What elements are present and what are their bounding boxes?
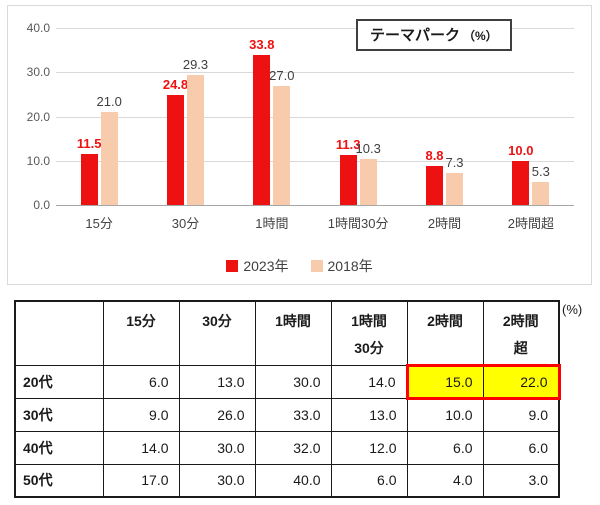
bar-2023年-15分 [80,154,98,205]
bar-2018年-30分 [187,75,204,205]
table-cell: 30.0 [178,463,256,498]
table-cell: 32.0 [254,430,332,465]
bar-2018年-2時間 [446,172,463,205]
col-header-2時間: 2時間 [406,300,484,366]
table-cell: 12.0 [330,430,408,465]
y-axis-tick-label: 40.0 [26,21,50,35]
bar-2023年-1時間30分 [339,154,357,205]
bar-value-label: 7.3 [445,154,464,170]
table-unit-label: (%) [562,302,583,317]
row-header-20代: 20代 [14,364,104,399]
table-cell: 6.0 [482,430,560,465]
bar-2018年-1時間30分 [359,159,377,205]
bar-2023年-2時間 [426,166,443,205]
legend-swatch-icon [310,260,323,272]
table-cell: 30.0 [178,430,256,465]
x-axis-category-label: 1時間30分 [327,216,389,231]
legend-label: 2023年 [243,258,289,274]
table-row-40代: 40代 14.0 30.0 32.0 12.0 6.0 6.0 [14,430,560,465]
bar-value-label: 21.0 [96,94,122,110]
table-cell: 17.0 [102,463,180,498]
table-cell: 40.0 [254,463,332,498]
bar-value-label: 11.5 [76,136,102,152]
table-cell-highlighted: 22.0 [482,363,561,400]
table-cell: 6.0 [330,463,408,498]
chart-legend: 2023年 2018年 [8,256,591,276]
row-header-30代: 30代 [14,397,104,432]
col-header-1時間30分: 1時間 30分 [330,300,408,366]
table-row-30代: 30代 9.0 26.0 33.0 13.0 10.0 9.0 [14,397,560,432]
legend-swatch-icon [226,260,239,272]
table-cell: 6.0 [406,430,484,465]
col-header-2時間超: 2時間超 [482,300,560,366]
y-axis-tick-label: 10.0 [26,153,50,168]
table-row-20代: 20代 6.0 13.0 30.0 14.0 15.0 22.0 [14,363,561,400]
row-header-50代: 50代 [14,463,104,498]
col-header-1時間: 1時間 [254,300,332,366]
bar-value-label: 10.0 [508,142,534,158]
bar-value-label: 27.0 [269,67,295,83]
legend-item-2018年: 2018年 [310,256,373,276]
table-cell: 13.0 [178,364,256,399]
bar-value-label: 5.3 [531,163,550,179]
legend-label: 2018年 [327,258,373,274]
y-axis-tick-label: 0.0 [33,198,50,212]
x-axis-category-label: 30分 [171,216,200,231]
bar-2023年-2時間超 [512,160,530,205]
table-cell: 14.0 [330,364,408,399]
age-breakdown-table: 15分 30分 1時間 1時間 30分 2時間 2時間超 20代 6.0 13.0 30.0 14.0… [14,300,561,498]
bar-value-label: 10.3 [355,141,381,157]
gridline [56,72,574,74]
table-cell: 14.0 [102,430,180,465]
table-cell: 26.0 [178,397,256,432]
bar-2018年-1時間 [273,85,291,205]
table-cell: 9.0 [102,397,180,432]
bar-chart-panel: 40.0 30.0 20.0 10.0 0.0 11.5 21.0 15分 24.8 29.3 30… [7,5,592,285]
table-cell: 9.0 [482,397,560,432]
table-cell: 6.0 [102,364,180,399]
table-cell-highlighted: 15.0 [405,363,484,400]
legend-item-2023年: 2023年 [226,256,289,276]
col-header-30分: 30分 [178,300,256,366]
bar-2018年-15分 [100,112,118,205]
x-axis-line [56,205,574,206]
bar-value-label: 29.3 [182,57,209,73]
bar-2023年-1時間 [253,55,271,205]
table-cell: 30.0 [254,364,332,399]
bar-value-label: 11.3 [335,136,361,152]
table-row-50代: 50代 17.0 30.0 40.0 6.0 4.0 3.0 [14,463,560,498]
gridline [56,160,574,162]
bar-value-label: 24.8 [162,77,189,93]
age-breakdown-table-area: 15分 30分 1時間 1時間 30分 2時間 2時間超 20代 6.0 13.0 30.0 14.0… [14,300,561,498]
table-corner-cell [14,300,104,366]
chart-title-unit: （%） [463,29,498,43]
y-axis-tick-label: 30.0 [26,65,50,80]
y-axis-tick-label: 20.0 [26,109,50,124]
x-axis-category-label: 15分 [85,216,113,231]
chart-title-text: テーマパーク [370,27,461,44]
x-axis-category-label: 2時間 [427,216,462,231]
table-cell: 10.0 [406,397,484,432]
table-header-row: 15分 30分 1時間 1時間 30分 2時間 2時間超 [14,300,560,366]
bar-2023年-30分 [167,95,184,205]
bar-value-label: 33.8 [249,37,275,53]
table-cell: 13.0 [330,397,408,432]
gridline [56,116,574,118]
table-cell: 4.0 [406,463,484,498]
col-header-15分: 15分 [102,300,180,366]
bar-2018年-2時間超 [532,181,550,205]
table-cell: 33.0 [254,397,332,432]
x-axis-category-label: 1時間 [255,216,289,231]
bar-value-label: 8.8 [425,148,444,164]
gridline [56,28,574,29]
chart-title-box: テーマパーク （%） [356,19,512,51]
table-cell: 3.0 [482,463,560,498]
x-axis-category-label: 2時間超 [507,216,554,231]
row-header-40代: 40代 [14,430,104,465]
